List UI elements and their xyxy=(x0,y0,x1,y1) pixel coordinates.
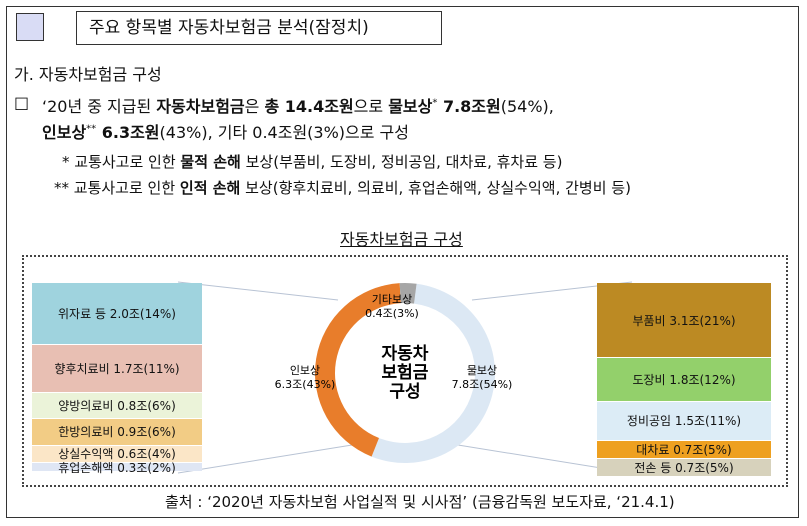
left-category: 위자료 등 2.0조(14%) xyxy=(32,283,202,344)
left-category: 한방의료비 0.9조(6%) xyxy=(32,419,202,445)
chart-title: 자동차보험금 구성 xyxy=(340,230,463,249)
chart-area xyxy=(22,255,788,487)
right-category: 전손 등 0.7조(5%) xyxy=(597,459,771,476)
right-category: 도장비 1.8조(12%) xyxy=(597,358,771,401)
pie-slice-인보상 xyxy=(315,283,401,457)
footnote-1: * 교통사고로 인한 물적 손해 보상(부품비, 도장비, 정비공임, 대차료,… xyxy=(62,153,563,171)
donut-slices xyxy=(315,283,496,464)
connector-line xyxy=(177,281,339,301)
pie-slice-기타보상 xyxy=(399,283,417,304)
right-category: 정비공임 1.5조(11%) xyxy=(597,401,771,441)
left-category: 양방의료비 0.8조(6%) xyxy=(32,392,202,419)
right-category: 부품비 3.1조(21%) xyxy=(597,283,771,358)
bullet-line-2: 인보상** 6.3조원(43%), 기타 0.4조원(3%)으로 구성 xyxy=(42,123,409,142)
page-title: 주요 항목별 자동차보험금 분석(잠정치) xyxy=(76,11,442,45)
slice-value-label: 7.8조(54%) xyxy=(452,378,513,391)
source-note: 출처 : ‘2020년 자동차보험 사업실적 및 시사점’ (금융감독원 보도자… xyxy=(165,493,675,511)
slice-value-label: 6.3조(43%) xyxy=(275,378,336,391)
bullet-marker: □ xyxy=(14,93,30,112)
donut-center-label: 보험금 xyxy=(382,362,429,383)
slice-value-label: 0.4조(3%) xyxy=(365,307,419,320)
slice-name-label: 인보상 xyxy=(290,364,320,377)
left-category: 향후치료비 1.7조(11%) xyxy=(32,344,202,392)
document-frame xyxy=(6,6,799,518)
connector-line xyxy=(177,444,353,474)
connector-lines xyxy=(177,281,633,474)
bullet-line-1: ‘20년 중 지급된 자동차보험금은 총 14.4조원으로 물보상* 7.8조원… xyxy=(42,97,554,116)
right-category: 대차료 0.7조(5%) xyxy=(597,441,771,459)
slice-name-label: 물보상 xyxy=(467,364,497,377)
left-category: 상실수익액 0.6조(4%) xyxy=(32,445,202,463)
footnote-2: ** 교통사고로 인한 인적 손해 보상(향후치료비, 의료비, 휴업손해액, … xyxy=(54,179,631,197)
slice-name-label: 기타보상 xyxy=(372,293,412,306)
section-heading: 가. 자동차보험금 구성 xyxy=(14,65,162,84)
donut-center-label: 자동차 xyxy=(382,344,429,364)
pie-slice-물보상 xyxy=(371,283,496,464)
section-square-icon xyxy=(16,13,44,41)
left-category: 휴업손해액 0.3조(2%) xyxy=(32,461,202,475)
donut-center-label: 구성 xyxy=(389,382,420,402)
